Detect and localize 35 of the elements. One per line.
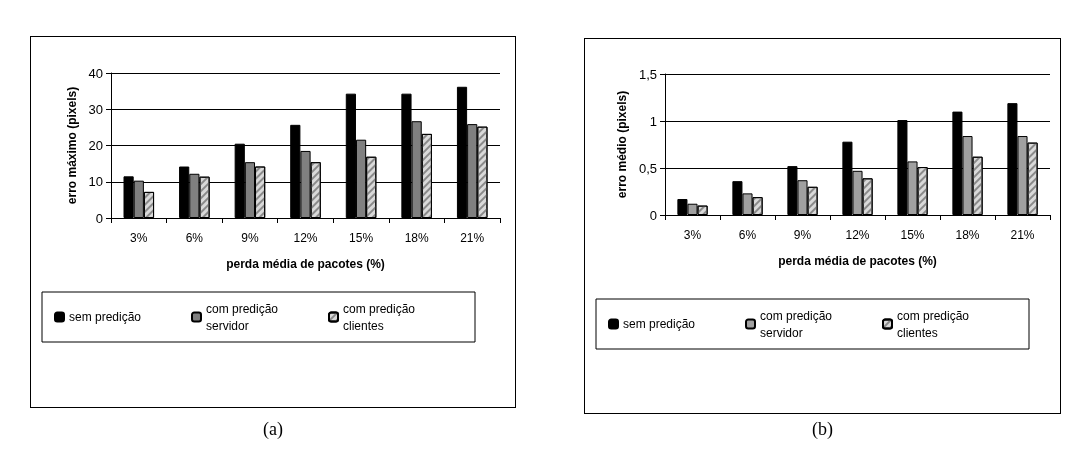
x-tick-label: 12% bbox=[293, 231, 318, 245]
x-tick-label: 18% bbox=[404, 231, 429, 245]
y-tick-label: 1,5 bbox=[638, 66, 657, 82]
y-tick-label: 0 bbox=[649, 207, 657, 223]
y-axis-title: erro médio (pixels) bbox=[615, 90, 630, 199]
y-tick-label: 1 bbox=[649, 113, 657, 129]
x-axis-title: perda média de pacotes (%) bbox=[778, 254, 937, 268]
y-tick-label: 20 bbox=[88, 138, 103, 153]
x-tick-label: 18% bbox=[955, 228, 980, 242]
x-tick-label: 3% bbox=[130, 231, 148, 245]
x-tick-label: 9% bbox=[793, 228, 812, 242]
legend-label: sem predição bbox=[623, 317, 696, 331]
legend-label: com predição clientes bbox=[343, 301, 419, 333]
x-tick-label: 6% bbox=[185, 231, 204, 245]
x-tick-label: 12% bbox=[845, 228, 870, 242]
x-tick-label: 21% bbox=[1010, 228, 1035, 242]
y-tick-label: 0 bbox=[95, 210, 103, 226]
legend-label: sem predição bbox=[69, 310, 142, 324]
text: (b) bbox=[812, 419, 834, 440]
x-tick-label: 15% bbox=[900, 228, 925, 242]
y-tick-label: 0,5 bbox=[638, 160, 657, 176]
y-tick-label: 10 bbox=[88, 174, 103, 190]
x-tick-label: 15% bbox=[349, 231, 374, 245]
y-axis-title: erro máximo (pixels) bbox=[64, 86, 79, 205]
text: (a) bbox=[263, 419, 283, 440]
y-tick-label: 40 bbox=[88, 65, 103, 81]
legend-label: com predição servidor bbox=[206, 301, 282, 333]
legend-label: com predição clientes bbox=[897, 308, 973, 340]
x-axis-title: perda média de pacotes (%) bbox=[226, 257, 385, 271]
x-tick-label: 3% bbox=[683, 228, 702, 242]
legend-label: com predição servidor bbox=[760, 308, 836, 340]
x-tick-label: 6% bbox=[738, 228, 757, 242]
x-tick-label: 9% bbox=[241, 231, 259, 245]
x-tick-label: 21% bbox=[460, 231, 485, 245]
y-tick-label: 30 bbox=[88, 101, 103, 117]
